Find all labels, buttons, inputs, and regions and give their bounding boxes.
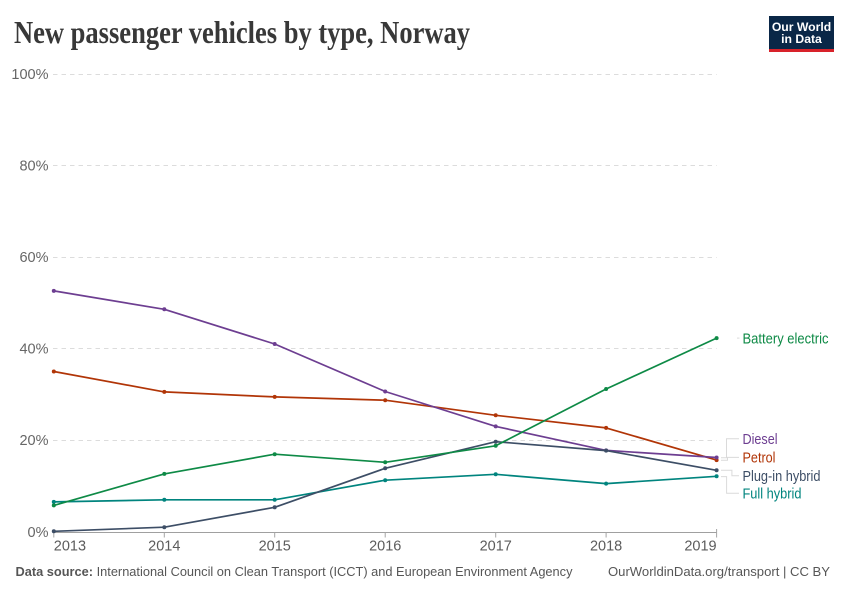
svg-text:Our World: Our World [772,20,831,34]
svg-text:New passenger vehicles by type: New passenger vehicles by type, Norway [14,14,470,50]
svg-text:60%: 60% [19,250,48,266]
svg-text:2016: 2016 [369,539,401,555]
svg-text:Battery electric: Battery electric [743,331,829,347]
svg-text:100%: 100% [11,67,48,83]
svg-text:40%: 40% [19,342,48,358]
svg-text:Full hybrid: Full hybrid [743,487,802,503]
svg-text:20%: 20% [19,433,48,449]
svg-text:in Data: in Data [781,32,822,46]
svg-text:2015: 2015 [259,539,291,555]
svg-text:Diesel: Diesel [743,432,778,448]
svg-text:2018: 2018 [590,539,622,555]
svg-text:80%: 80% [19,158,48,174]
svg-text:Petrol: Petrol [743,451,776,467]
svg-text:Data source: International Cou: Data source: International Council on Cl… [16,564,574,579]
svg-text:OurWorldinData.org/transport |: OurWorldinData.org/transport | CC BY [608,564,830,579]
svg-text:0%: 0% [28,525,49,541]
svg-text:2017: 2017 [480,539,512,555]
svg-text:Plug-in hybrid: Plug-in hybrid [743,469,821,485]
svg-text:2014: 2014 [148,539,180,555]
svg-text:2019: 2019 [684,539,716,555]
svg-text:2013: 2013 [54,539,86,555]
